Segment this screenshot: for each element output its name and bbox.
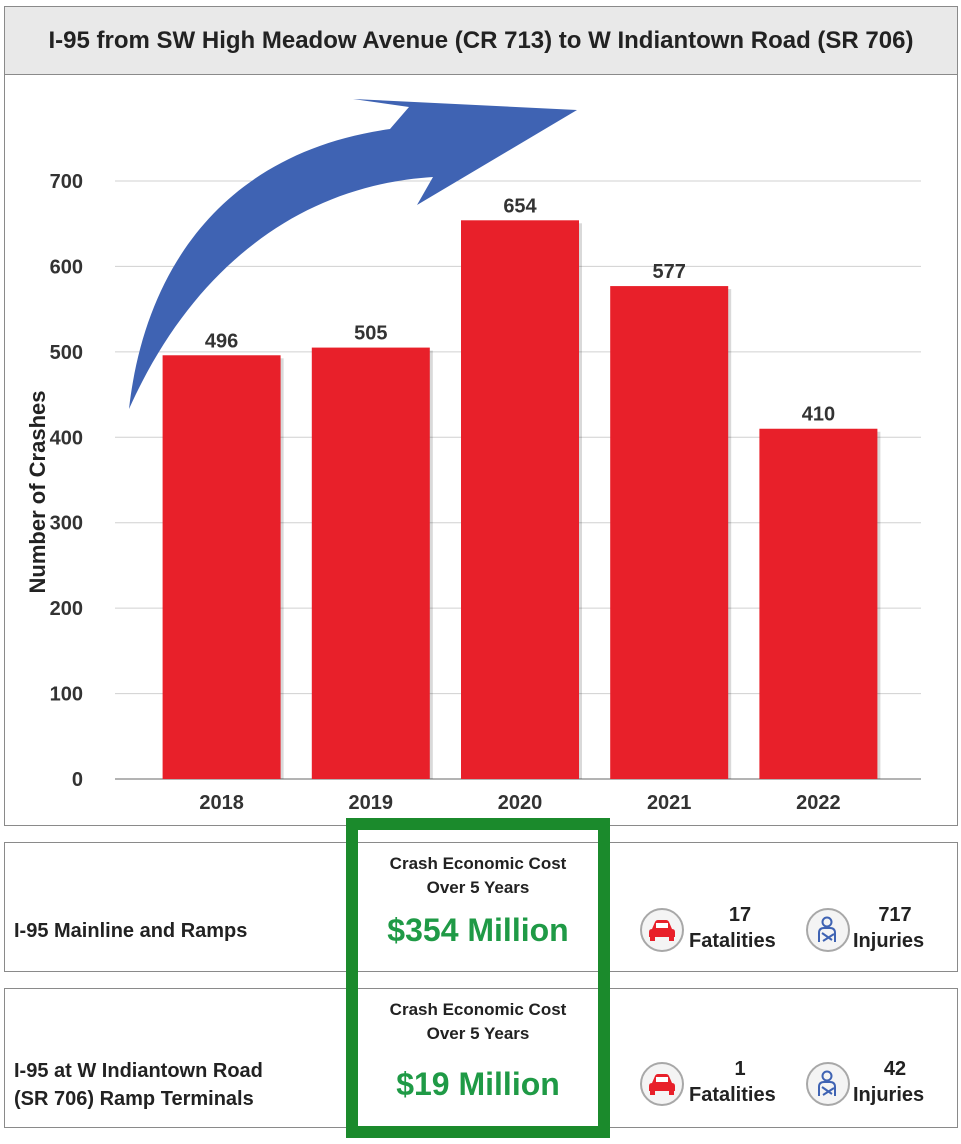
x-tick-label: 2020: [498, 792, 543, 814]
injuries-count-ramp: 42: [883, 1058, 907, 1080]
row-mainline: [4, 842, 958, 972]
bar-2021: [610, 286, 729, 779]
bar-2022: [759, 428, 878, 779]
economic-cost-box: [346, 818, 610, 1138]
fatalities-label-ramp: Fatalities: [689, 1084, 776, 1106]
fatalities-count-ramp: 1: [734, 1058, 746, 1080]
injuries-label-mainline: Injuries: [853, 930, 925, 952]
bar-2018: [162, 355, 281, 779]
chart-panel: I-95 from SW High Meadow Avenue (CR 713)…: [4, 6, 958, 826]
bar-2020: [461, 220, 579, 780]
chart-title: I-95 from SW High Meadow Avenue (CR 713)…: [5, 7, 957, 75]
trend-arrow-icon: [129, 99, 577, 409]
cost-value-ramp: $19 Million: [396, 1066, 560, 1102]
car-icon: [640, 1062, 684, 1106]
row-ramp-label-line2: (SR 706) Ramp Terminals: [14, 1088, 254, 1110]
injuries-count-mainline: 717: [878, 904, 912, 926]
injuries-label-ramp: Injuries: [853, 1084, 925, 1106]
injured-person-icon: [806, 908, 850, 952]
y-tick-label: 700: [50, 171, 83, 193]
x-tick-label: 2019: [349, 792, 394, 814]
cost-heading-1-line2: Over 5 Years: [426, 878, 530, 897]
x-tick-label: 2022: [796, 792, 841, 814]
injured-person-icon: [806, 1062, 850, 1106]
row-ramp-label-line1: I-95 at W Indiantown Road: [14, 1060, 263, 1082]
fatalities-count-mainline: 17: [728, 904, 752, 926]
bar-chart: 0 100 200 300 400 500 600 700 Number of Crashes 4…: [25, 99, 921, 814]
y-tick-label: 600: [50, 256, 83, 278]
car-icon: [640, 908, 684, 952]
fatalities-label-mainline: Fatalities: [689, 930, 776, 952]
x-tick-label: 2021: [647, 792, 692, 814]
x-tick-label: 2018: [199, 792, 244, 814]
bar-value-label: 505: [354, 323, 387, 345]
y-tick-label: 200: [50, 598, 83, 620]
bar-value-label: 496: [205, 330, 238, 352]
bar-2019: [311, 347, 430, 779]
y-tick-label: 300: [50, 513, 83, 535]
bar-value-label: 410: [802, 404, 835, 426]
bar-value-label: 654: [503, 195, 537, 217]
y-tick-label: 100: [50, 684, 83, 706]
cost-heading-1-line1: Crash Economic Cost: [389, 854, 567, 873]
y-tick-label: 500: [50, 342, 83, 364]
y-axis-label: Number of Crashes: [25, 391, 50, 594]
cost-value-mainline: $354 Million: [387, 912, 569, 948]
cost-heading-2-line1: Crash Economic Cost: [389, 1000, 567, 1019]
y-tick-label: 0: [72, 769, 83, 791]
y-tick-label: 400: [50, 427, 83, 449]
row-mainline-label: I-95 Mainline and Ramps: [14, 920, 248, 942]
bar-value-label: 577: [653, 261, 686, 283]
cost-heading-2-line2: Over 5 Years: [426, 1024, 530, 1043]
